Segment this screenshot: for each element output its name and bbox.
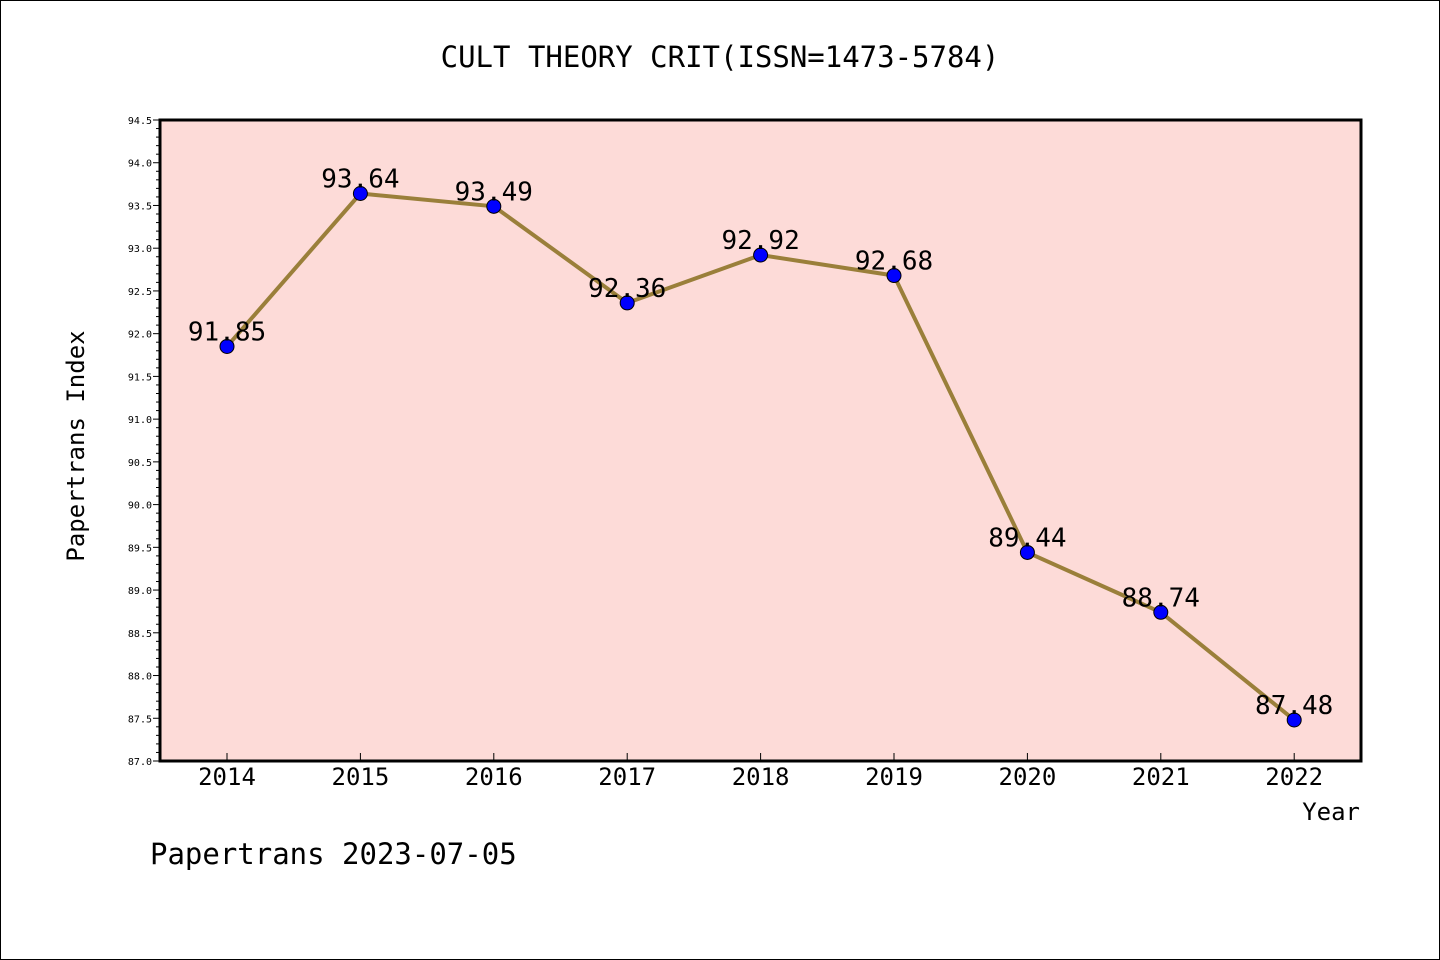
y-tick-label: 93.0 <box>128 244 152 255</box>
x-tick-label: 2018 <box>732 763 790 791</box>
data-point-2018 <box>753 247 769 263</box>
data-label-2017: 92.36 <box>588 274 666 304</box>
data-label-2014: 91.85 <box>188 317 266 347</box>
x-tick-label: 2016 <box>465 763 523 791</box>
y-tick-label: 90.0 <box>128 501 152 512</box>
y-tick-label: 92.5 <box>128 287 152 298</box>
x-tick-label: 2017 <box>598 763 656 791</box>
y-tick-label: 93.5 <box>128 201 152 212</box>
data-labels: 91.85 93.64 93.49 92.36 92.92 92.68 89.44 88.74… <box>188 165 1333 721</box>
data-point-2019 <box>886 268 902 284</box>
data-point-2014 <box>219 338 235 354</box>
data-point-2016 <box>486 198 502 214</box>
data-point-2020 <box>1019 544 1035 560</box>
x-axis-ticks: 2014 2015 2016 2017 2018 2019 2020 2021 2022 <box>198 753 1323 791</box>
data-label-2020: 89.44 <box>988 523 1066 553</box>
y-axis-label: Papertrans Index <box>62 330 90 561</box>
chart-title: CULT THEORY CRIT(ISSN=1473-5784) <box>441 40 1000 74</box>
data-point-2017 <box>619 295 635 311</box>
x-axis-label: Year <box>1302 798 1360 826</box>
y-tick-label: 87.0 <box>128 757 152 768</box>
y-tick-label: 89.0 <box>128 586 152 597</box>
x-tick-label: 2014 <box>198 763 256 791</box>
y-tick-label: 91.5 <box>128 372 152 383</box>
data-label-2021: 88.74 <box>1122 583 1200 613</box>
y-tick-label: 94.0 <box>128 159 152 170</box>
data-label-2022: 87.48 <box>1255 691 1333 721</box>
y-tick-label: 90.5 <box>128 458 152 469</box>
y-tick-label: 92.0 <box>128 330 152 341</box>
data-label-2018: 92.92 <box>721 226 799 256</box>
y-tick-label: 94.5 <box>128 116 152 127</box>
data-label-2015: 93.64 <box>321 165 399 195</box>
y-tick-label: 87.5 <box>128 714 152 725</box>
x-tick-label: 2022 <box>1265 763 1323 791</box>
y-tick-label: 88.0 <box>128 672 152 683</box>
y-axis-ticks: 87.0 87.5 88.0 88.5 89.0 89.5 90.0 90.5 91.0 91.5… <box>128 116 160 768</box>
data-point-2015 <box>352 186 368 202</box>
y-tick-label: 91.0 <box>128 415 152 426</box>
footer-date: Papertrans 2023-07-05 <box>150 837 517 871</box>
x-tick-label: 2019 <box>865 763 923 791</box>
plot-area <box>158 118 1363 763</box>
data-point-2021 <box>1153 604 1169 620</box>
data-label-2019: 92.68 <box>855 247 933 277</box>
x-tick-label: 2020 <box>999 763 1057 791</box>
x-tick-label: 2015 <box>332 763 390 791</box>
data-label-2016: 93.49 <box>455 177 533 207</box>
data-point-2022 <box>1286 712 1302 728</box>
y-tick-label: 88.5 <box>128 629 152 640</box>
y-tick-label: 89.5 <box>128 543 152 554</box>
x-tick-label: 2021 <box>1132 763 1190 791</box>
series-markers <box>219 186 1302 728</box>
